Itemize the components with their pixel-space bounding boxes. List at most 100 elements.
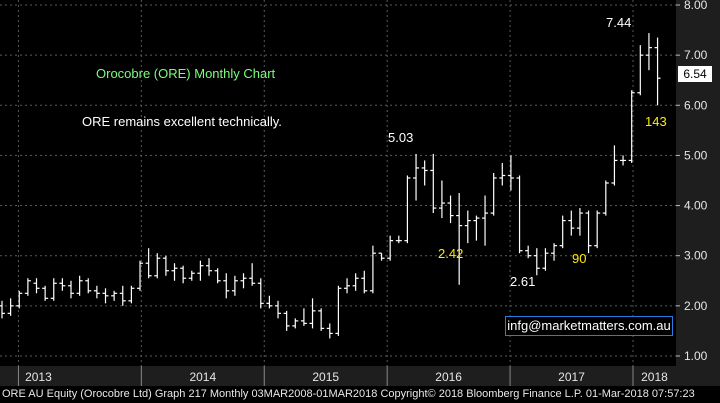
ohlc-bar: [128, 285, 135, 304]
footer-caption: ORE AU Equity (Orocobre Ltd) Graph 217 M…: [0, 386, 720, 403]
ohlc-bar: [76, 275, 83, 296]
ohlc-bar: [137, 260, 144, 291]
ohlc-bar: [154, 253, 161, 279]
ohlc-bar: [326, 323, 333, 339]
ohlc-bar: [188, 270, 195, 281]
ohlc-bar: [378, 252, 385, 261]
annotation-143: 143: [645, 114, 667, 129]
ohlc-bar: [421, 160, 428, 186]
ohlc-bar: [594, 210, 601, 249]
ohlc-bar: [240, 273, 247, 289]
ohlc-bar: [533, 248, 540, 276]
ohlc-bar: [628, 90, 635, 163]
y-tick-label: 2.00: [684, 299, 708, 313]
annotation-low-261: 2.61: [510, 274, 536, 289]
ohlc-bar: [369, 245, 376, 294]
ohlc-bar: [447, 195, 454, 224]
annotation-high-744: 7.44: [606, 15, 632, 30]
y-tick-label: 8.00: [684, 0, 708, 12]
watermark-email: infg@marketmatters.com.au: [505, 316, 673, 336]
ohlc-bar: [318, 308, 325, 331]
ohlc-bar: [214, 268, 221, 284]
ohlc-bar: [602, 180, 609, 216]
ohlc-bar: [275, 300, 282, 319]
ohlc-bar: [16, 290, 23, 309]
ohlc-bar: [551, 243, 558, 261]
y-tick-label: 5.00: [684, 148, 708, 162]
ohlc-bar: [68, 280, 75, 299]
annotation-low-242: 2.42: [438, 246, 464, 261]
x-tick-label: 2017: [558, 370, 585, 384]
ohlc-bar: [50, 278, 57, 301]
ohlc-bar: [309, 298, 316, 329]
ohlc-bar: [456, 193, 463, 285]
ohlc-bar: [576, 208, 583, 236]
y-tick-label: 4.00: [684, 199, 708, 213]
ohlc-bar: [93, 285, 100, 299]
ohlc-bar: [24, 278, 31, 296]
ohlc-bar: [231, 275, 238, 296]
ohlc-bar: [430, 153, 437, 214]
ohlc-bar: [542, 248, 549, 271]
ohlc-bar: [292, 318, 299, 329]
x-tick-label: 2018: [641, 370, 668, 384]
ohlc-bar: [464, 210, 471, 244]
ohlc-bar: [490, 172, 497, 216]
x-tick-label: 2016: [435, 370, 462, 384]
ohlc-bar: [568, 210, 575, 236]
ohlc-bar: [344, 278, 351, 294]
ohlc-bar: [473, 215, 480, 241]
ohlc-bar: [266, 295, 273, 309]
ohlc-bar: [162, 255, 169, 276]
ohlc-bar: [404, 175, 411, 244]
ohlc-bar: [257, 278, 264, 309]
x-axis-panel: [0, 366, 720, 386]
ohlc-bar: [361, 270, 368, 294]
x-tick-label: 2015: [312, 370, 339, 384]
ohlc-bar: [102, 288, 109, 304]
ohlc-bar: [197, 260, 204, 281]
ohlc-bar: [119, 285, 126, 306]
ohlc-bar: [335, 285, 342, 336]
ohlc-bar: [145, 248, 152, 279]
x-axis: 2013 2014 2015 2016 2017 2018: [0, 366, 720, 386]
ohlc-bar: [654, 37, 661, 106]
y-tick-label: 7.00: [684, 48, 708, 62]
ohlc-bar: [413, 153, 420, 201]
chart-subtitle: ORE remains excellent technically.: [82, 114, 282, 129]
ohlc-bar: [85, 278, 92, 294]
y-tick-label: 6.00: [684, 98, 708, 112]
y-tick-label: 1.00: [684, 349, 708, 363]
annotation-90: 90: [572, 251, 587, 266]
ohlc-bar: [620, 155, 627, 166]
ohlc-bar: [171, 263, 178, 281]
x-tick-label: 2013: [25, 370, 52, 384]
ohlc-bar: [111, 290, 118, 301]
y-axis: 1.00 2.00 3.00 4.00 5.00 6.00 7.00 8.00: [676, 0, 720, 403]
ohlc-bar: [499, 162, 506, 186]
last-price-badge: 6.54: [678, 66, 712, 82]
y-tick-label: 3.00: [684, 249, 708, 263]
grid: [0, 0, 676, 366]
ohlc-bar: [59, 278, 66, 291]
ohlc-bar: [300, 308, 307, 326]
ohlc-bar: [611, 145, 618, 186]
ohlc-bar: [482, 195, 489, 246]
ohlc-bar: [223, 273, 230, 299]
annotation-high-503: 5.03: [388, 130, 414, 145]
ohlc-bar: [206, 258, 213, 276]
ohlc-bar: [387, 235, 394, 261]
ohlc-bar: [249, 263, 256, 286]
ohlc-bar: [180, 265, 187, 284]
ohlc-bar: [0, 300, 5, 319]
price-bars: [0, 33, 661, 339]
ohlc-bar: [352, 273, 359, 291]
ohlc-bar: [507, 155, 514, 191]
ohlc-bar: [33, 278, 40, 294]
ohlc-bar: [516, 175, 523, 254]
ohlc-bar: [525, 245, 532, 259]
ohlc-bar: [438, 180, 445, 219]
ohlc-bar: [559, 215, 566, 249]
